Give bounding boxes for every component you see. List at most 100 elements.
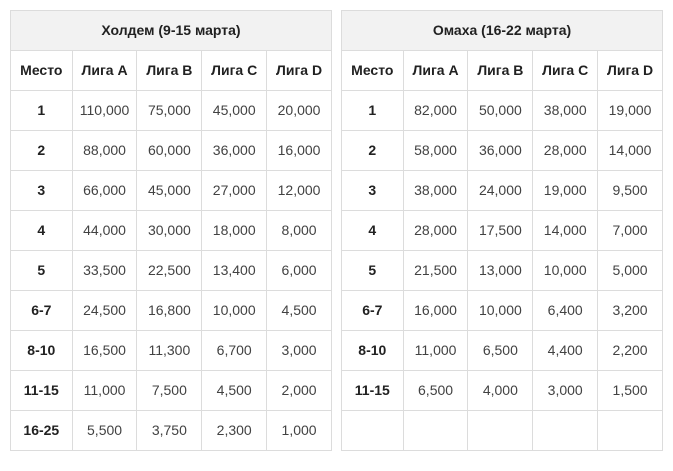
holdem-prize-table: Холдем (9-15 марта) Место Лига A Лига B Лиг… [10,10,332,451]
place-cell: 8-10 [341,330,404,371]
place-cell [341,410,404,451]
table-row: 4 44,000 30,000 18,000 8,000 [10,210,332,251]
prize-value-cell: 11,000 [402,330,469,371]
table-row: 5 21,500 13,000 10,000 5,000 [341,250,663,291]
prize-value-cell: 50,000 [467,90,534,131]
prize-value-cell: 45,000 [201,90,268,131]
prize-value-cell: 28,000 [402,210,469,251]
prize-value-cell: 75,000 [136,90,203,131]
prize-value-cell: 82,000 [402,90,469,131]
prize-value-cell: 30,000 [136,210,203,251]
place-cell: 1 [10,90,73,131]
league-column-header: Лига C [532,50,599,91]
table-row: 5 33,500 22,500 13,400 6,000 [10,250,332,291]
place-cell: 2 [341,130,404,171]
place-cell: 6-7 [341,290,404,331]
prize-value-cell: 7,000 [597,210,663,251]
table-row: 8-10 11,000 6,500 4,400 2,200 [341,330,663,371]
league-column-header: Лига C [201,50,268,91]
table-row: 1 110,000 75,000 45,000 20,000 [10,90,332,131]
league-column-header: Лига B [136,50,203,91]
prize-value-cell: 24,500 [71,290,138,331]
place-column-header: Место [341,50,404,91]
prize-value-cell: 11,300 [136,330,203,371]
prize-value-cell [402,410,469,451]
prize-value-cell: 10,000 [201,290,268,331]
prize-value-cell: 8,000 [266,210,332,251]
place-cell: 5 [10,250,73,291]
place-cell: 4 [341,210,404,251]
prize-value-cell: 4,000 [467,370,534,411]
title-row: Омаха (16-22 марта) [341,10,663,51]
prize-value-cell: 3,750 [136,410,203,451]
prize-value-cell: 16,800 [136,290,203,331]
place-cell: 3 [10,170,73,211]
table-row: 16-25 5,500 3,750 2,300 1,000 [10,410,332,451]
column-header-row: Место Лига A Лига B Лига C Лига D [10,50,332,91]
prize-value-cell: 12,000 [266,170,332,211]
prize-value-cell: 45,000 [136,170,203,211]
league-column-header: Лига D [266,50,332,91]
prize-value-cell: 28,000 [532,130,599,171]
table-row: 6-7 24,500 16,800 10,000 4,500 [10,290,332,331]
place-cell: 3 [341,170,404,211]
table-title-holdem: Холдем (9-15 марта) [10,10,332,51]
prize-value-cell: 66,000 [71,170,138,211]
prize-value-cell [467,410,534,451]
prize-value-cell: 19,000 [597,90,663,131]
prize-value-cell: 38,000 [532,90,599,131]
prize-value-cell: 14,000 [597,130,663,171]
prize-value-cell: 88,000 [71,130,138,171]
prize-value-cell: 13,400 [201,250,268,291]
omaha-prize-table: Омаха (16-22 марта) Место Лига A Лига B Лиг… [341,10,663,451]
table-row: 8-10 16,500 11,300 6,700 3,000 [10,330,332,371]
prize-value-cell: 58,000 [402,130,469,171]
prize-value-cell: 110,000 [71,90,138,131]
prize-value-cell: 13,000 [467,250,534,291]
place-cell: 11-15 [10,370,73,411]
prize-value-cell: 36,000 [201,130,268,171]
prize-value-cell: 5,500 [71,410,138,451]
place-cell: 4 [10,210,73,251]
prize-value-cell: 22,500 [136,250,203,291]
table-row: 1 82,000 50,000 38,000 19,000 [341,90,663,131]
prize-value-cell: 2,000 [266,370,332,411]
prize-value-cell: 16,000 [402,290,469,331]
prize-value-cell: 1,500 [597,370,663,411]
prize-value-cell: 2,200 [597,330,663,371]
prize-value-cell: 44,000 [71,210,138,251]
table-row: 11-15 11,000 7,500 4,500 2,000 [10,370,332,411]
title-row: Холдем (9-15 марта) [10,10,332,51]
column-header-row: Место Лига A Лига B Лига C Лига D [341,50,663,91]
prize-value-cell: 4,500 [266,290,332,331]
table-body: 1 110,000 75,000 45,000 20,000 2 88,000 60,000 3… [10,90,332,451]
prize-value-cell: 20,000 [266,90,332,131]
table-row: 6-7 16,000 10,000 6,400 3,200 [341,290,663,331]
league-column-header: Лига A [402,50,469,91]
place-cell: 16-25 [10,410,73,451]
place-cell: 2 [10,130,73,171]
prize-value-cell: 4,400 [532,330,599,371]
table-row: 2 58,000 36,000 28,000 14,000 [341,130,663,171]
table-row [341,410,663,451]
place-cell: 8-10 [10,330,73,371]
prize-value-cell: 3,200 [597,290,663,331]
prize-value-cell: 19,000 [532,170,599,211]
place-cell: 5 [341,250,404,291]
prize-value-cell: 11,000 [71,370,138,411]
table-row: 3 38,000 24,000 19,000 9,500 [341,170,663,211]
place-column-header: Место [10,50,73,91]
league-column-header: Лига A [71,50,138,91]
prize-value-cell: 38,000 [402,170,469,211]
tables-container: Холдем (9-15 марта) Место Лига A Лига B Лиг… [10,10,663,451]
table-body: 1 82,000 50,000 38,000 19,000 2 58,000 36,000 28… [341,90,663,451]
prize-value-cell: 10,000 [467,290,534,331]
prize-value-cell: 16,000 [266,130,332,171]
prize-value-cell: 27,000 [201,170,268,211]
prize-value-cell: 6,500 [467,330,534,371]
prize-value-cell: 60,000 [136,130,203,171]
league-column-header: Лига B [467,50,534,91]
prize-value-cell: 6,700 [201,330,268,371]
prize-value-cell: 7,500 [136,370,203,411]
